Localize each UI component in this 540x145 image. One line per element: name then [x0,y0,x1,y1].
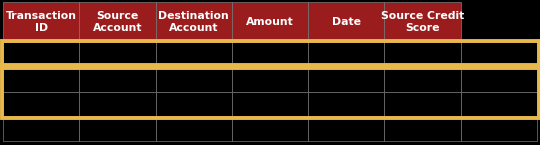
Bar [461,42,537,67]
Bar [232,67,308,91]
Bar [79,42,156,67]
Bar [79,67,156,91]
Bar [79,91,156,116]
Bar [384,2,461,42]
Text: Transaction
ID: Transaction ID [5,11,77,33]
Bar [232,2,308,42]
Text: Source
Account: Source Account [93,11,142,33]
Bar [232,116,308,141]
Bar [308,67,384,91]
Bar [308,116,384,141]
Bar [384,91,461,116]
Bar [461,67,537,91]
Bar [308,91,384,116]
Bar [156,2,232,42]
Text: Date: Date [332,17,361,27]
Bar [156,67,232,91]
Bar [3,91,79,116]
Bar [384,67,461,91]
Bar [461,91,537,116]
Bar [3,116,79,141]
Bar [232,91,308,116]
Text: Amount: Amount [246,17,294,27]
Bar [156,91,232,116]
Bar [2,65,538,118]
Bar [79,116,156,141]
Bar [156,116,232,141]
Text: Destination
Account: Destination Account [158,11,229,33]
Bar [3,67,79,91]
Text: Source Credit
Score: Source Credit Score [381,11,464,33]
Bar [3,2,79,42]
Bar [156,42,232,67]
Bar [384,116,461,141]
Bar [384,42,461,67]
Bar [308,42,384,67]
Bar [308,2,384,42]
Bar [3,42,79,67]
Bar [461,116,537,141]
Bar [2,40,538,68]
Bar [232,42,308,67]
Bar [79,2,156,42]
